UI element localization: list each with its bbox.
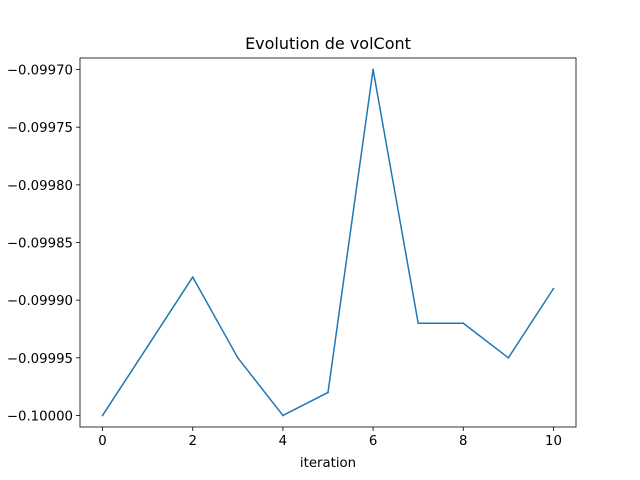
data-point — [462, 322, 465, 325]
data-point — [372, 68, 374, 71]
data-point — [327, 391, 329, 394]
axes-frame — [79, 57, 577, 428]
y-tick-label: −0.09980 — [7, 179, 73, 194]
chart-title: Evolution de volCont — [245, 34, 411, 53]
x-tick-label: 10 — [545, 434, 562, 449]
data-point — [417, 322, 420, 325]
x-tick-label: 4 — [279, 434, 287, 449]
x-tick-label: 8 — [459, 434, 467, 449]
x-tick-label: 2 — [188, 434, 196, 449]
data-point — [101, 414, 104, 417]
x-tick-label: 0 — [98, 434, 106, 449]
data-point — [146, 345, 149, 348]
plot-area: 0 2 4 6 8 10 −0.10000 −0.09995 −0.09990 −0.09985 −… — [7, 64, 562, 449]
x-tick-label: 6 — [369, 434, 377, 449]
data-point — [507, 356, 510, 359]
data-point — [191, 276, 194, 278]
y-tick-label: −0.09985 — [7, 237, 73, 252]
y-tick-label: −0.09990 — [7, 294, 73, 309]
data-point — [236, 356, 239, 359]
y-tick-label: −0.09970 — [7, 64, 73, 79]
data-point — [552, 287, 555, 290]
x-axis-label: iteration — [300, 456, 356, 471]
y-tick-label: −0.09975 — [7, 121, 73, 136]
y-tick-label: −0.10000 — [7, 409, 73, 424]
y-tick-label: −0.09995 — [7, 352, 73, 367]
data-point — [282, 414, 284, 417]
